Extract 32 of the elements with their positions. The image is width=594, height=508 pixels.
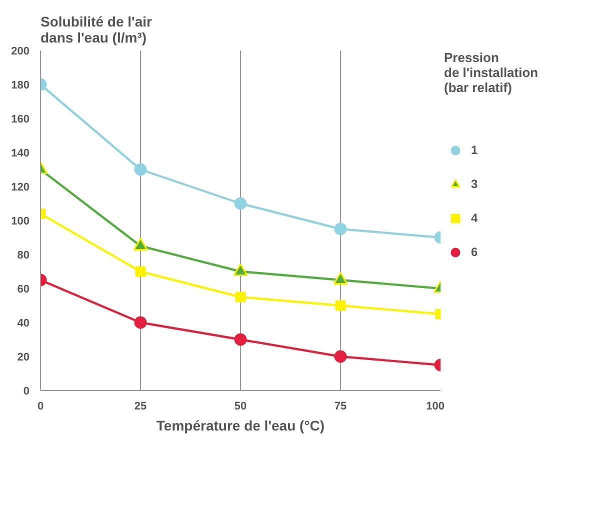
y-tick-label: 180 — [11, 80, 30, 92]
legend-title: Pression de l'installation (bar relatif) — [444, 50, 538, 95]
x-tick-label: 25 — [134, 400, 147, 412]
y-tick-label: 40 — [17, 318, 30, 330]
y-tick-label: 0 — [23, 386, 30, 398]
y-tick-label: 60 — [17, 284, 30, 296]
point — [335, 300, 346, 311]
y-axis-title: Solubilité de l'air dans l'eau (l/m³) — [40, 14, 153, 46]
y-tick-label: 160 — [11, 114, 30, 126]
point — [234, 197, 247, 210]
point — [134, 163, 147, 176]
y-tick-label: 140 — [11, 148, 30, 160]
point — [134, 316, 147, 329]
x-tick-label: 100 — [426, 400, 445, 412]
legend-label: 1 — [471, 143, 479, 157]
point — [234, 333, 247, 346]
point — [334, 222, 347, 236]
x-axis-title: Température de l'eau (°C) — [156, 418, 325, 434]
y-tick-label: 100 — [11, 216, 30, 228]
y-tick-label: 20 — [17, 352, 30, 364]
point — [235, 292, 246, 302]
x-tick-label: 75 — [334, 400, 347, 412]
y-tick-label: 120 — [11, 182, 30, 194]
legend-label: 6 — [471, 245, 479, 259]
y-tick-label: 80 — [17, 250, 30, 262]
x-tick-label: 0 — [37, 400, 44, 412]
legend-label: 3 — [471, 177, 479, 191]
legend-label: 4 — [471, 211, 479, 225]
y-tick-label: 200 — [11, 46, 30, 58]
point — [334, 350, 347, 363]
point — [135, 266, 146, 277]
x-tick-label: 50 — [234, 400, 247, 412]
